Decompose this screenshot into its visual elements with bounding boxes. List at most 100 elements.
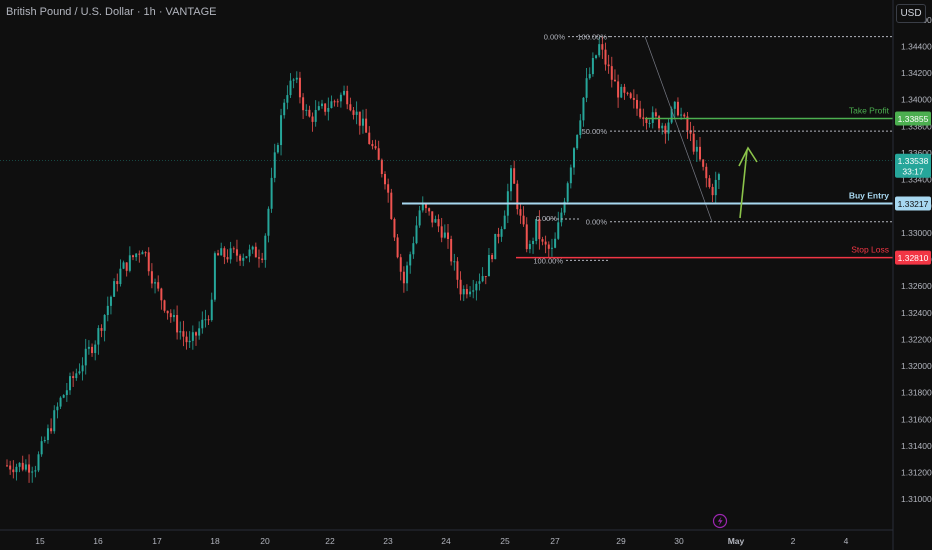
candle — [229, 241, 232, 264]
candle-body — [626, 92, 629, 94]
candle-body — [207, 319, 210, 321]
candle-body — [613, 79, 616, 82]
candle-body — [330, 101, 333, 108]
candle-body — [617, 81, 620, 98]
candle — [579, 114, 582, 139]
candle-body — [72, 376, 75, 379]
candle — [232, 246, 235, 253]
candle — [276, 142, 279, 154]
candle-body — [113, 281, 116, 297]
candle-body — [154, 282, 157, 284]
candle — [204, 309, 207, 328]
candle — [365, 108, 368, 133]
candle-body — [9, 465, 12, 470]
candle-body — [213, 253, 216, 300]
candle-body — [147, 252, 150, 272]
price-axis[interactable]: 1.346001.344001.342001.340001.338001.336… — [892, 0, 932, 550]
candle-body — [172, 315, 175, 318]
candle — [311, 112, 314, 132]
candle-body — [361, 118, 364, 126]
candle-body — [289, 80, 292, 96]
price-tick-label: 1.32000 — [901, 361, 932, 371]
candle — [610, 56, 613, 88]
candle — [141, 250, 144, 255]
candle-body — [538, 218, 541, 240]
candle-body — [62, 395, 65, 398]
candle — [135, 252, 138, 261]
candle — [251, 245, 254, 254]
candle-body — [573, 148, 575, 168]
candle — [258, 249, 260, 268]
candle-body — [402, 271, 405, 284]
candle-body — [610, 66, 613, 80]
candle-body — [623, 86, 626, 93]
candle — [453, 253, 456, 271]
candle — [396, 233, 399, 259]
candle — [56, 402, 59, 419]
candle — [283, 98, 286, 119]
candle-body — [28, 464, 31, 473]
candle — [632, 89, 635, 109]
price-tick-label: 1.31800 — [901, 388, 932, 398]
candle-body — [242, 257, 245, 261]
price-tick-label: 1.34200 — [901, 68, 932, 78]
candle — [393, 217, 396, 241]
candle — [336, 98, 339, 107]
candle-body — [333, 101, 336, 103]
candle — [157, 275, 160, 292]
lightning-icon[interactable] — [712, 513, 728, 529]
candle — [18, 462, 21, 473]
candle — [566, 181, 569, 204]
candle — [40, 436, 43, 457]
time-axis[interactable]: 15 16 17 18 20 22 23 24 25 27 29 30 May 2 4 — [0, 529, 893, 546]
candle — [223, 246, 226, 265]
candle — [103, 314, 106, 342]
candle — [547, 241, 550, 258]
candle-body — [516, 183, 519, 210]
candle — [166, 310, 169, 320]
candle-body — [443, 232, 446, 238]
candle-body — [305, 109, 308, 111]
candle-body — [399, 257, 402, 272]
candle — [81, 357, 84, 381]
candle — [302, 93, 305, 120]
candle — [626, 91, 629, 96]
candle-body — [343, 90, 346, 95]
candle — [560, 207, 563, 227]
candle — [239, 253, 242, 266]
candle — [91, 343, 94, 357]
candle-body — [607, 64, 610, 67]
candle — [242, 253, 245, 267]
candle — [28, 454, 31, 483]
candle-body — [544, 241, 547, 245]
candle — [484, 275, 487, 285]
candle-body — [69, 376, 71, 391]
candle — [415, 216, 418, 245]
candle — [522, 206, 525, 227]
candle — [188, 331, 191, 348]
candle — [711, 183, 714, 202]
candle-body — [595, 55, 598, 59]
currency-button[interactable]: USD — [896, 4, 926, 23]
candle — [692, 125, 695, 155]
candle-body — [424, 203, 427, 209]
candle — [412, 236, 415, 259]
time-tick-label: 17 — [152, 536, 162, 546]
symbol-title[interactable]: British Pound / U.S. Dollar · 1h · VANTA… — [6, 6, 217, 18]
candle-body — [160, 288, 163, 301]
candle-body — [6, 465, 8, 467]
candle-body — [695, 146, 698, 152]
candle — [213, 251, 216, 302]
candle-body — [494, 233, 497, 260]
candle-body — [302, 97, 305, 111]
candle — [557, 211, 560, 240]
countdown-label: 33:17 — [902, 167, 924, 177]
candle-body — [311, 116, 314, 122]
candle-body — [346, 90, 349, 105]
candle-body — [229, 248, 232, 260]
candle-body — [109, 296, 112, 306]
candle — [34, 465, 37, 478]
candle-body — [261, 258, 264, 260]
